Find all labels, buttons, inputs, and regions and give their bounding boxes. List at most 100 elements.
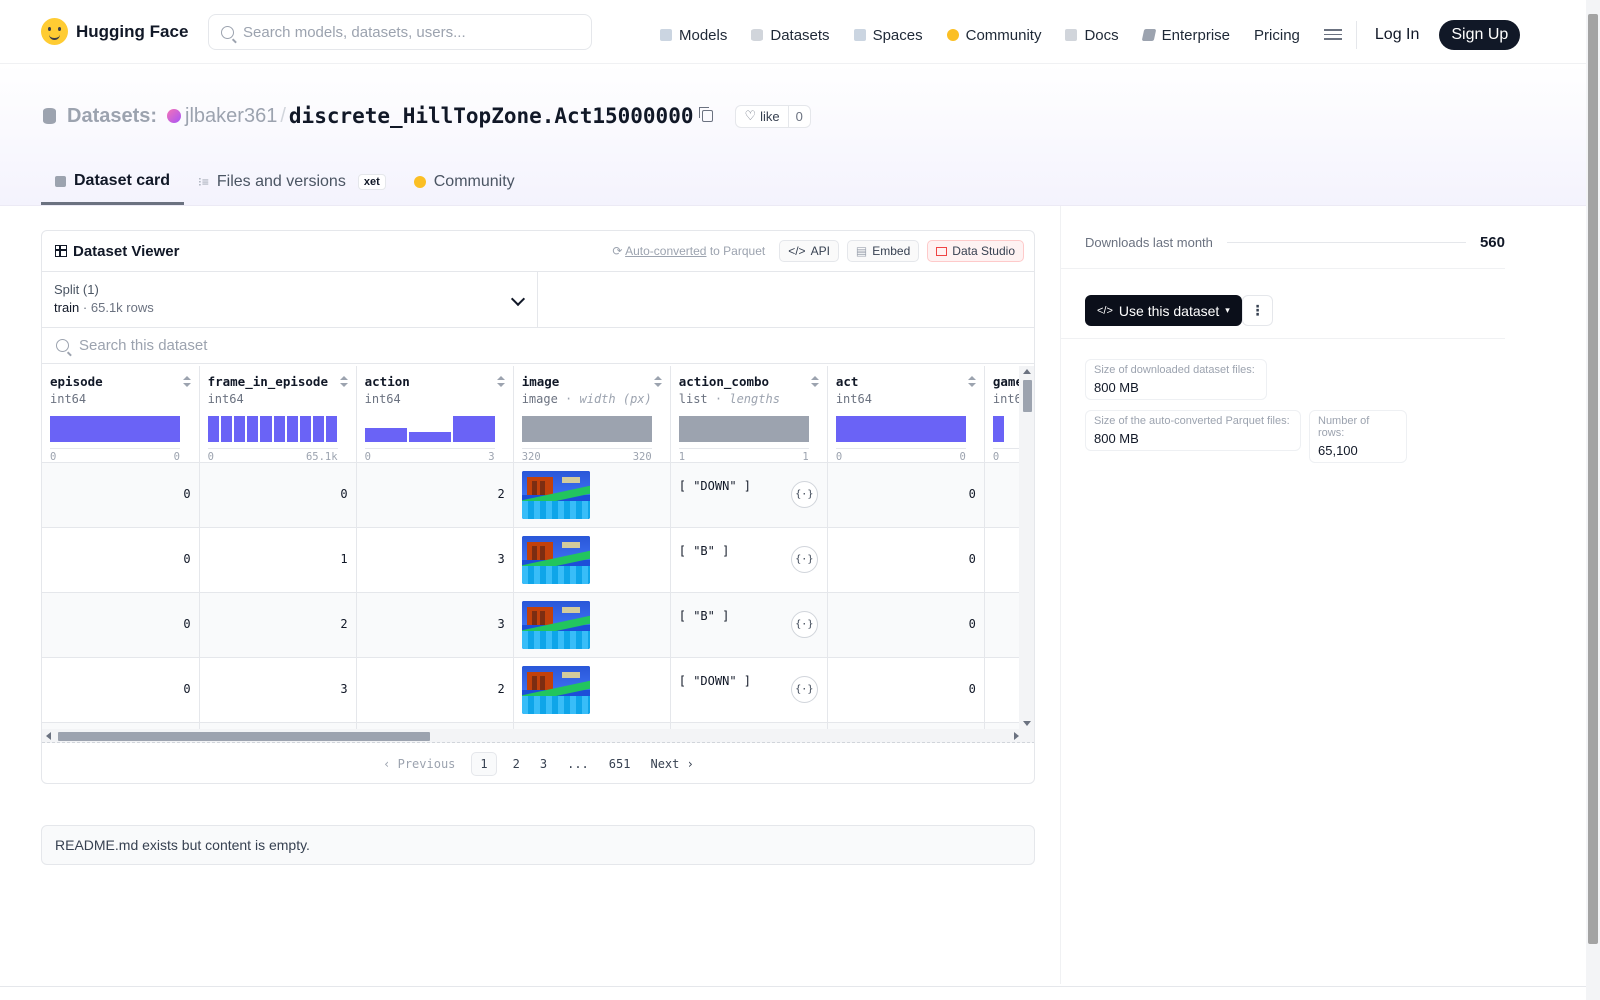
embed-button[interactable]: ▤ Embed	[846, 240, 920, 262]
cell-action-combo[interactable]: [ "DOWN" ] {·}	[670, 462, 828, 528]
data-studio-button[interactable]: Data Studio	[927, 240, 1024, 262]
global-search-input[interactable]	[243, 23, 563, 41]
cell-action[interactable]: 3	[356, 592, 514, 658]
nav-enterprise[interactable]: Enterprise	[1141, 27, 1230, 44]
histogram-bar[interactable]	[326, 416, 338, 442]
histogram-bar[interactable]	[233, 416, 246, 442]
column-header-frame-in-episode[interactable]: frame_in_episode int64 0 65.1k	[199, 366, 357, 463]
sort-icon[interactable]	[967, 376, 976, 388]
page-3[interactable]: 3	[539, 757, 548, 771]
table-row[interactable]: 0 1 3[ "B" ] {·} 0	[42, 527, 1019, 593]
histogram-bar[interactable]	[678, 416, 809, 442]
table-cell[interactable]	[513, 722, 671, 729]
frame-thumbnail[interactable]	[521, 470, 590, 519]
cell-action[interactable]: 2	[356, 657, 514, 723]
dataset-search-input[interactable]	[79, 337, 479, 354]
table-cell[interactable]	[827, 722, 985, 729]
json-view-icon[interactable]: {·}	[790, 675, 818, 703]
page-2[interactable]: 2	[512, 757, 520, 771]
table-cell[interactable]	[984, 722, 1019, 729]
cell-image[interactable]	[513, 527, 671, 593]
nav-models[interactable]: Models	[660, 27, 727, 44]
nav-spaces[interactable]: Spaces	[853, 27, 923, 44]
histogram-bar[interactable]	[364, 427, 407, 442]
sort-icon[interactable]	[810, 376, 819, 388]
split-selector[interactable]: Split (1) train · 65.1k rows	[42, 272, 538, 327]
cell-action-combo[interactable]: [ "B" ] {·}	[670, 592, 828, 658]
repo-name[interactable]: discrete_HillTopZone.Act15000000	[288, 104, 694, 128]
previous-page-button[interactable]: ‹ Previous	[373, 753, 465, 775]
histogram-bar[interactable]	[50, 416, 180, 442]
sort-icon[interactable]	[182, 376, 191, 388]
column-header-episode[interactable]: episode int64 0 0	[42, 366, 200, 463]
scrollbar-thumb[interactable]	[1588, 14, 1598, 944]
cell-action-combo[interactable]: [ "DOWN" ] {·}	[670, 657, 828, 723]
more-menu-icon[interactable]	[1323, 29, 1342, 41]
global-search[interactable]	[208, 14, 592, 50]
frame-thumbnail[interactable]	[521, 600, 590, 649]
table-row[interactable]	[42, 722, 1019, 729]
table-row[interactable]: 0 0 2[ "DOWN" ] {·} 0	[42, 462, 1019, 528]
histogram-bar[interactable]	[247, 416, 259, 442]
column-header-act[interactable]: act int64 0 0	[827, 366, 985, 463]
cell-act[interactable]: 0	[827, 657, 985, 723]
cell-frame-in-episode[interactable]: 3	[199, 657, 357, 723]
cell-game-mode[interactable]	[984, 462, 1019, 528]
cell-image[interactable]	[513, 592, 671, 658]
histogram-bar[interactable]	[299, 416, 312, 442]
column-header-game-mode[interactable]: game_mode int64 0	[984, 366, 1019, 463]
hugging-face-logo[interactable]: Hugging Face	[41, 18, 188, 45]
histogram-bar[interactable]	[207, 416, 219, 442]
like-button[interactable]: ♡ like 0	[735, 104, 811, 128]
column-header-action[interactable]: action int64 0 3	[356, 366, 514, 463]
table-cell[interactable]	[199, 722, 357, 729]
frame-thumbnail[interactable]	[521, 535, 590, 584]
scrollbar-thumb[interactable]	[58, 732, 430, 741]
json-view-icon[interactable]: {·}	[790, 545, 818, 573]
histogram-bar[interactable]	[313, 416, 325, 442]
cell-episode[interactable]: 0	[42, 527, 200, 593]
histogram-bar[interactable]	[408, 431, 451, 442]
tab-community[interactable]: Community	[400, 168, 529, 205]
api-button[interactable]: </> API	[779, 240, 839, 262]
histogram-bar[interactable]	[835, 416, 966, 442]
horizontal-scrollbar[interactable]	[42, 729, 1034, 743]
table-cell[interactable]	[356, 722, 514, 729]
cell-episode[interactable]: 0	[42, 462, 200, 528]
nav-datasets[interactable]: Datasets	[751, 27, 830, 44]
histogram-bar[interactable]	[286, 416, 298, 442]
repo-owner-link[interactable]: jlbaker361	[185, 104, 278, 127]
cell-frame-in-episode[interactable]: 2	[199, 592, 357, 658]
login-link[interactable]: Log In	[1374, 26, 1420, 43]
signup-button[interactable]: Sign Up	[1439, 20, 1521, 50]
column-header-action-combo[interactable]: action_combo list · lengths 1 1	[670, 366, 828, 463]
page-scrollbar[interactable]	[1586, 0, 1600, 1000]
cell-action[interactable]: 2	[356, 462, 514, 528]
nav-docs[interactable]: Docs	[1065, 27, 1119, 44]
nav-pricing[interactable]: Pricing	[1254, 27, 1300, 44]
dataset-search[interactable]	[42, 328, 1034, 364]
more-options-button[interactable]: ⋮	[1242, 295, 1273, 326]
scroll-left-icon[interactable]	[46, 732, 51, 740]
json-view-icon[interactable]: {·}	[790, 610, 818, 638]
histogram-bar[interactable]	[260, 416, 272, 442]
table-row[interactable]: 0 2 3[ "B" ] {·} 0	[42, 592, 1019, 658]
cell-episode[interactable]: 0	[42, 657, 200, 723]
sort-icon[interactable]	[339, 376, 348, 388]
cell-frame-in-episode[interactable]: 1	[199, 527, 357, 593]
scroll-down-icon[interactable]	[1023, 721, 1031, 726]
cell-action-combo[interactable]: [ "B" ] {·}	[670, 527, 828, 593]
sort-icon[interactable]	[496, 376, 505, 388]
table-cell[interactable]	[42, 722, 200, 729]
column-header-image[interactable]: image image · width (px) 320 320	[513, 366, 671, 463]
cell-act[interactable]: 0	[827, 527, 985, 593]
table-row[interactable]: 0 3 2[ "DOWN" ] {·} 0	[42, 657, 1019, 723]
next-page-button[interactable]: Next ›	[640, 753, 703, 775]
cell-game-mode[interactable]	[984, 592, 1019, 658]
page-651[interactable]: 651	[608, 757, 631, 771]
sort-icon[interactable]	[653, 376, 662, 388]
cell-act[interactable]: 0	[827, 462, 985, 528]
nav-community[interactable]: Community	[946, 27, 1041, 44]
cell-episode[interactable]: 0	[42, 592, 200, 658]
cell-frame-in-episode[interactable]: 0	[199, 462, 357, 528]
